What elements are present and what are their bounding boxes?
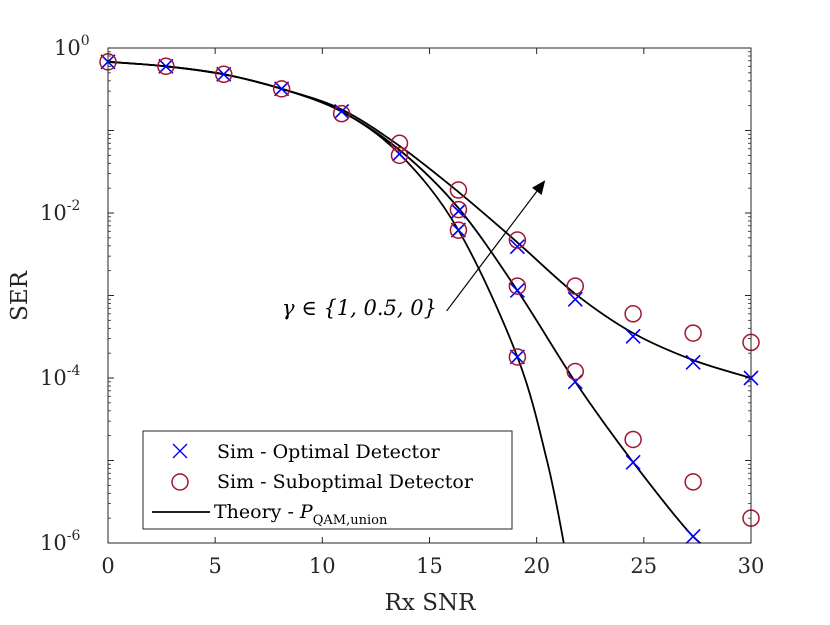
- optimal-marker: [625, 328, 641, 344]
- optimal-marker: [274, 81, 290, 97]
- suboptimal-marker: [449, 181, 468, 199]
- suboptimal-marker: [272, 80, 291, 98]
- legend-label-suboptimal: Sim - Suboptimal Detector: [217, 471, 474, 493]
- suboptimal-marker: [390, 134, 409, 153]
- optimal-marker-stroke: [274, 81, 290, 97]
- optimal-marker-stroke: [450, 222, 467, 238]
- suboptimal-marker: [449, 221, 468, 239]
- suboptimal-marker: [508, 231, 527, 249]
- suboptimal-marker: [508, 348, 527, 366]
- y-axis-label: SER: [7, 270, 33, 321]
- legend-entry-optimal: Sim - Optimal Detector: [172, 441, 441, 463]
- legend-circle-marker: [171, 473, 189, 491]
- optimal-marker: [509, 239, 525, 255]
- optimal-marker-stroke: [216, 66, 232, 82]
- suboptimal-marker: [390, 146, 409, 165]
- x-tick-label: 25: [630, 554, 657, 578]
- y-tick-label: 100: [54, 33, 90, 60]
- suboptimal-marker: [624, 430, 642, 449]
- optimal-marker: [509, 282, 525, 299]
- optimal-marker: [685, 528, 701, 545]
- x-tick-label: 30: [738, 554, 765, 578]
- gamma-annotation: γ ∈ {1, 0.5, 0}: [282, 180, 546, 320]
- optimal-marker: [625, 454, 641, 470]
- optimal-marker-stroke: [509, 349, 525, 365]
- optimal-marker-stroke: [158, 58, 174, 74]
- suboptimal-marker: [157, 57, 175, 76]
- legend-label-optimal: Sim - Optimal Detector: [217, 441, 441, 463]
- optimal-marker-stroke: [509, 239, 525, 255]
- optimal-marker: [158, 58, 174, 74]
- optimal-marker-stroke: [625, 328, 641, 344]
- y-tick-labels: 100 10-2 10-4 10-6: [40, 33, 90, 555]
- suboptimal-marker: [684, 324, 702, 342]
- suboptimal-marker: [508, 277, 527, 295]
- optimal-marker: [685, 354, 701, 370]
- y-tick-label: 10-6: [40, 528, 80, 555]
- suboptimal-marker: [332, 104, 351, 123]
- x-axis-label: Rx SNR: [385, 590, 476, 616]
- optimal-marker: [216, 66, 232, 82]
- y-tick-label: 10-2: [40, 198, 80, 225]
- optimal-marker-stroke: [685, 528, 701, 545]
- optimal-marker: [450, 222, 467, 238]
- x-tick-label: 20: [523, 554, 550, 578]
- annotation-arrow-head: [532, 180, 546, 195]
- legend-entry-suboptimal: Sim - Suboptimal Detector: [171, 471, 474, 493]
- optimal-marker-stroke: [567, 291, 583, 307]
- x-tick-labels: 0 5 10 15 20 25 30: [101, 554, 764, 578]
- x-tick-label: 0: [101, 554, 114, 578]
- optimal-marker: [509, 349, 525, 365]
- optimal-marker-stroke: [509, 282, 525, 299]
- x-tick-label: 5: [209, 554, 222, 578]
- optimal-marker: [567, 291, 583, 307]
- legend-entry-theory: Theory - PQAM,union: [152, 501, 388, 528]
- annotation-text: γ ∈ {1, 0.5, 0}: [282, 296, 437, 320]
- suboptimal-marker: [214, 65, 233, 84]
- suboptimal-marker: [566, 362, 584, 381]
- annotation-arrow-line: [446, 190, 538, 312]
- legend-x-marker: [172, 443, 188, 459]
- x-tick-label: 10: [309, 554, 336, 578]
- legend: Sim - Optimal Detector Sim - Suboptimal …: [142, 430, 513, 530]
- optimal-marker-stroke: [685, 354, 701, 370]
- suboptimal-marker: [624, 305, 642, 323]
- y-tick-label: 10-4: [40, 363, 80, 390]
- optimal-marker-stroke: [625, 454, 641, 470]
- legend-label-theory: Theory - PQAM,union: [214, 501, 388, 528]
- x-tick-label: 15: [416, 554, 443, 578]
- suboptimal-marker: [449, 200, 468, 219]
- suboptimal-marker: [566, 277, 584, 295]
- suboptimal-marker: [684, 473, 702, 491]
